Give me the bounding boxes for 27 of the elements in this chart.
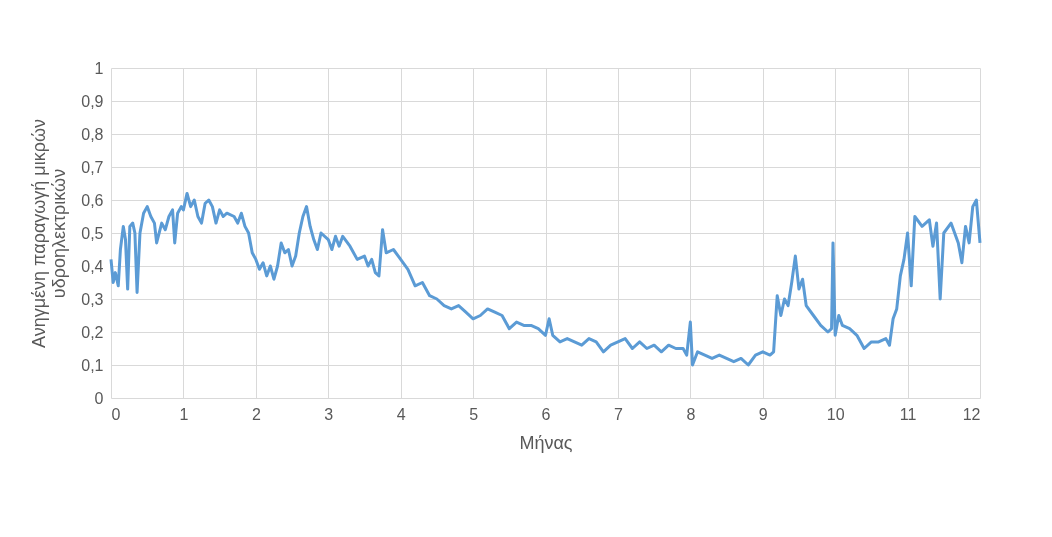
x-tick-label: 8 [686, 405, 696, 423]
x-tick-label: 2 [251, 405, 261, 423]
y-tick-label: 0,1 [81, 356, 104, 374]
x-axis-title: Μήνας [519, 432, 573, 453]
y-tick-label: 0,6 [81, 191, 104, 209]
y-tick-label: 0,8 [81, 125, 104, 143]
y-tick-label: 0,9 [81, 92, 104, 110]
y-tick-label: 0,7 [81, 158, 104, 176]
x-tick-label: 7 [613, 405, 623, 423]
x-tick-label: 3 [324, 405, 334, 423]
y-tick-label: 0,2 [81, 323, 104, 341]
x-tick-label: 10 [826, 405, 845, 423]
x-tick-label: 6 [541, 405, 551, 423]
x-tick-label: 11 [899, 405, 917, 423]
y-tick-label: 0,4 [81, 257, 104, 275]
y-tick-label: 0,3 [81, 290, 104, 308]
x-tick-label: 0 [111, 405, 121, 423]
y-tick-label: 1 [94, 59, 104, 77]
y-tick-label: 0,5 [81, 224, 104, 242]
y-axis-title: Ανηγμένη παραγωγή μικρών υδροηλεκτρικών [29, 118, 70, 349]
x-tick-label: 4 [396, 405, 406, 423]
x-tick-label: 12 [962, 405, 981, 423]
x-tick-label: 5 [469, 405, 479, 423]
line-series [109, 191, 982, 367]
y-tick-label: 0 [94, 389, 104, 407]
x-tick-label: 9 [758, 405, 768, 423]
x-tick-label: 1 [179, 405, 189, 423]
